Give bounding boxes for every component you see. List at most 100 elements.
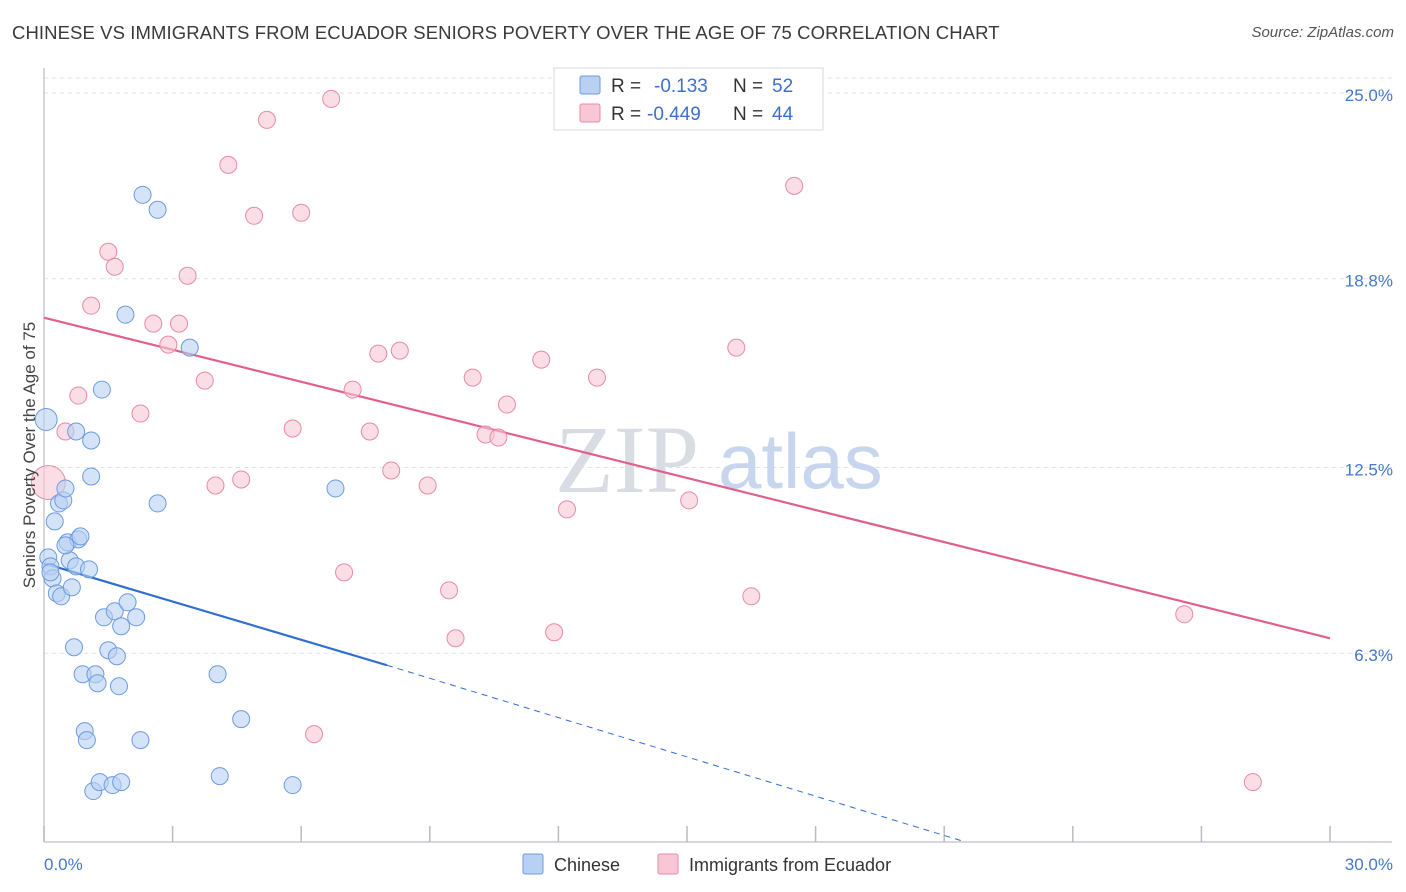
chinese-point [110,677,129,696]
chinese-point [131,731,150,750]
ecuador-point [360,422,379,441]
chinese-point [326,479,345,498]
chinese-trend-extension [386,664,966,843]
y-tick-label: 6.3% [1354,646,1393,665]
ecuador-r-label: R = [611,104,641,125]
y-tick-label: 12.5% [1345,460,1393,479]
stats-legend: R = -0.133 N = 52 R = -0.449 N = 44 [553,67,824,131]
chinese-point [112,773,131,792]
x-tick-label-max: 30.0% [1345,855,1393,874]
chinese-r-value: -0.133 [654,76,708,97]
chinese-point [107,647,126,666]
chinese-point [62,578,81,597]
chinese-point [112,617,131,636]
chinese-point [210,767,229,786]
chinese-point [232,710,251,729]
ecuador-point [305,725,324,744]
source-label: Source: ZipAtlas.com [1251,24,1394,41]
y-tick-label: 18.8% [1345,272,1393,291]
ecuador-point [489,428,508,447]
y-tick-labels: 6.3% 12.5% 18.8% 25.0% [1345,86,1393,665]
chinese-point [208,665,227,684]
ecuador-point [170,314,189,333]
axes [43,68,1392,843]
ecuador-series-swatch [657,853,679,875]
ecuador-point [463,368,482,387]
ecuador-point [99,242,118,261]
chinese-point [92,380,111,399]
ecuador-point [343,380,362,399]
chinese-point [133,185,152,204]
ecuador-point [322,89,341,108]
ecuador-point [206,476,225,495]
chinese-legend-swatch [579,75,601,95]
ecuador-point [178,266,197,285]
ecuador-point [131,404,150,423]
ecuador-point [680,491,699,510]
chinese-point [45,512,64,531]
chinese-point [65,638,84,657]
chinese-point [148,494,167,513]
ecuador-point [283,419,302,438]
watermark-zip: ZIP [555,406,699,513]
ecuador-series-label: Immigrants from Ecuador [689,855,891,875]
chinese-point [56,536,75,555]
ecuador-point [587,368,606,387]
ecuador-legend-swatch [579,103,601,123]
chinese-point [105,602,124,621]
ecuador-point [195,371,214,390]
y-tick-label: 25.0% [1345,86,1393,105]
ecuador-point [369,344,388,363]
ecuador-point [742,587,761,606]
ecuador-point [69,386,88,405]
y-axis-title: Seniors Poverty Over the Age of 75 [20,322,39,588]
chinese-point [180,338,199,357]
ecuador-point [232,470,251,489]
ecuador-point [105,257,124,276]
ecuador-point [292,203,311,222]
ecuador-point [418,476,437,495]
chinese-point [77,731,96,750]
chinese-trend-line [43,562,388,667]
chinese-point [283,776,302,795]
ecuador-point [785,176,804,195]
ecuador-point [727,338,746,357]
chinese-point [82,431,101,450]
watermark-atlas: atlas [718,417,883,505]
ecuador-r-value: -0.449 [647,104,701,125]
ecuador-points [30,89,1262,792]
chart-title: CHINESE VS IMMIGRANTS FROM ECUADOR SENIO… [12,22,1000,43]
chinese-point [148,200,167,219]
grid [44,77,1392,654]
ecuador-point [446,629,465,648]
watermark: ZIP atlas [555,406,883,513]
ecuador-point [382,461,401,480]
chinese-point [127,608,146,627]
ecuador-point [1175,605,1194,624]
chinese-n-value: 52 [772,76,793,97]
ecuador-n-value: 44 [772,104,794,125]
ecuador-trend-line [43,316,1331,640]
ecuador-point [1243,773,1262,792]
chinese-n-label: N = [733,76,763,97]
series-legend: Chinese Immigrants from Ecuador [522,853,891,875]
chinese-point [41,563,60,582]
chinese-point [34,408,58,432]
chinese-point [82,467,101,486]
chinese-point [67,422,86,441]
ecuador-point [257,110,276,129]
ecuador-point [557,500,576,519]
chinese-point [71,527,90,546]
chinese-point [80,560,99,579]
ecuador-n-label: N = [733,104,763,125]
chinese-point [56,479,75,498]
ecuador-point [82,296,101,315]
ecuador-point [159,335,178,354]
chinese-series-label: Chinese [554,855,620,875]
chinese-series-swatch [522,853,544,875]
ecuador-point [245,206,264,225]
ecuador-point [219,155,238,174]
ecuador-point [335,563,354,582]
ecuador-point [440,581,459,600]
